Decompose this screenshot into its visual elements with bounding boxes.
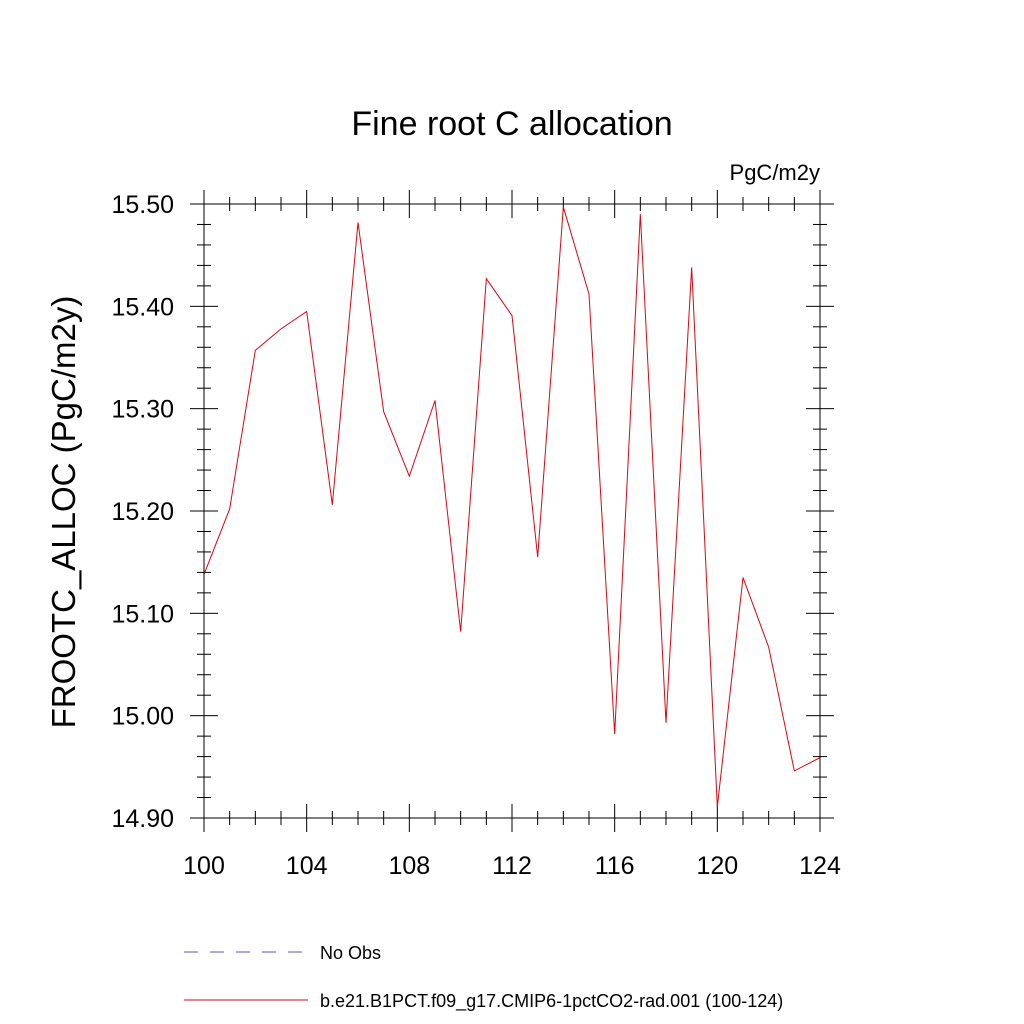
tick-labels: 100 104 108 112 116 120 124 14.90 15.00 15.10 15.2… <box>111 191 841 880</box>
major-ticks <box>190 190 834 832</box>
x-tick-label: 120 <box>696 852 738 880</box>
x-tick-label: 108 <box>388 852 430 880</box>
minor-ticks <box>197 197 827 825</box>
legend: No Obs b.e21.B1PCT.f09_g17.CMIP6-1pctCO2-… <box>184 943 783 1012</box>
series-line-0 <box>203 206 821 807</box>
legend-label-0: No Obs <box>320 943 381 963</box>
y-tick-label: 15.00 <box>111 703 174 731</box>
x-tick-label: 112 <box>492 852 532 880</box>
y-tick-label: 14.90 <box>111 805 174 833</box>
y-tick-label: 15.10 <box>111 600 174 628</box>
x-tick-label: 104 <box>286 852 328 880</box>
y-axis-label: FROOTC_ALLOC (PgC/m2y) <box>45 296 82 729</box>
legend-label-1: b.e21.B1PCT.f09_g17.CMIP6-1pctCO2-rad.00… <box>320 991 783 1012</box>
y-tick-label: 15.50 <box>111 191 174 219</box>
x-tick-label: 116 <box>595 852 635 880</box>
x-tick-label: 124 <box>799 852 841 880</box>
y-tick-label: 15.20 <box>111 498 174 526</box>
series-layer <box>203 206 821 807</box>
y-tick-label: 15.30 <box>111 396 174 424</box>
chart-title: Fine root C allocation <box>351 105 672 143</box>
plot-frame <box>203 203 821 819</box>
units-label: PgC/m2y <box>730 160 820 185</box>
y-tick-label: 15.40 <box>111 293 174 321</box>
x-tick-label: 100 <box>183 852 225 880</box>
